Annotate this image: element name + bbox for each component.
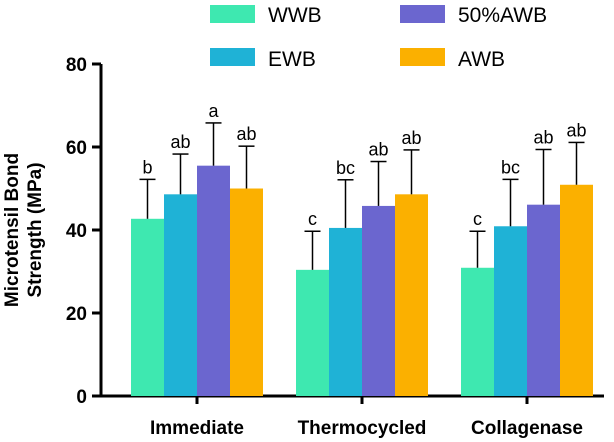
bar-50awb-collagenase <box>527 204 560 396</box>
bar-wwb-immediate <box>131 218 164 396</box>
significance-label: ab <box>236 124 256 144</box>
y-axis-title: Microtensil Bond Strength (MPa) <box>2 153 46 307</box>
bar-ewb-thermocycled <box>329 227 362 396</box>
legend-swatch-awb <box>400 48 445 66</box>
bar-awb-thermocycled <box>395 194 428 396</box>
legend-label-ewb: EWB <box>268 48 316 71</box>
bar-ewb-collagenase <box>494 226 527 396</box>
bar-50awb-immediate <box>197 165 230 396</box>
legend-label-50awb: 50%AWB <box>458 4 547 27</box>
legend-swatch-50awb <box>400 5 445 23</box>
bar-awb-immediate <box>230 188 263 396</box>
significance-label: bc <box>501 157 520 177</box>
significance-label: bc <box>336 158 355 178</box>
significance-label: c <box>473 209 482 229</box>
legend-swatch-wwb <box>210 5 255 23</box>
legend-swatch-ewb <box>210 48 255 66</box>
legend-label-wwb: WWB <box>268 4 322 27</box>
legend: WWB 50%AWB EWB AWB <box>210 4 547 71</box>
plot-area: 020406080babaabImmediatecbcababThermocyc… <box>66 55 604 439</box>
y-tick-label: 0 <box>76 387 87 408</box>
bar-50awb-thermocycled <box>362 205 395 396</box>
y-axis-title-line-2: Strength (MPa) <box>25 162 46 297</box>
bar-awb-collagenase <box>560 184 593 396</box>
significance-label: ab <box>566 120 586 140</box>
significance-label: ab <box>368 140 388 160</box>
significance-label: ab <box>401 128 421 148</box>
significance-label: ab <box>533 127 553 147</box>
y-tick-label: 20 <box>66 304 87 325</box>
bar-ewb-immediate <box>164 194 197 396</box>
bar-wwb-thermocycled <box>296 269 329 396</box>
y-tick-label: 60 <box>66 138 87 159</box>
significance-label: c <box>308 209 317 229</box>
x-category-label: Collagenase <box>471 418 583 439</box>
y-tick-label: 80 <box>66 55 87 76</box>
significance-label: b <box>142 157 152 177</box>
significance-label: a <box>208 101 219 121</box>
bar-wwb-collagenase <box>461 267 494 396</box>
x-category-label: Thermocycled <box>298 418 427 439</box>
x-category-label: Immediate <box>150 418 244 439</box>
y-tick-label: 40 <box>66 221 87 242</box>
significance-label: ab <box>170 132 190 152</box>
y-axis-title-line-1: Microtensil Bond <box>2 153 23 307</box>
legend-label-awb: AWB <box>458 48 505 71</box>
